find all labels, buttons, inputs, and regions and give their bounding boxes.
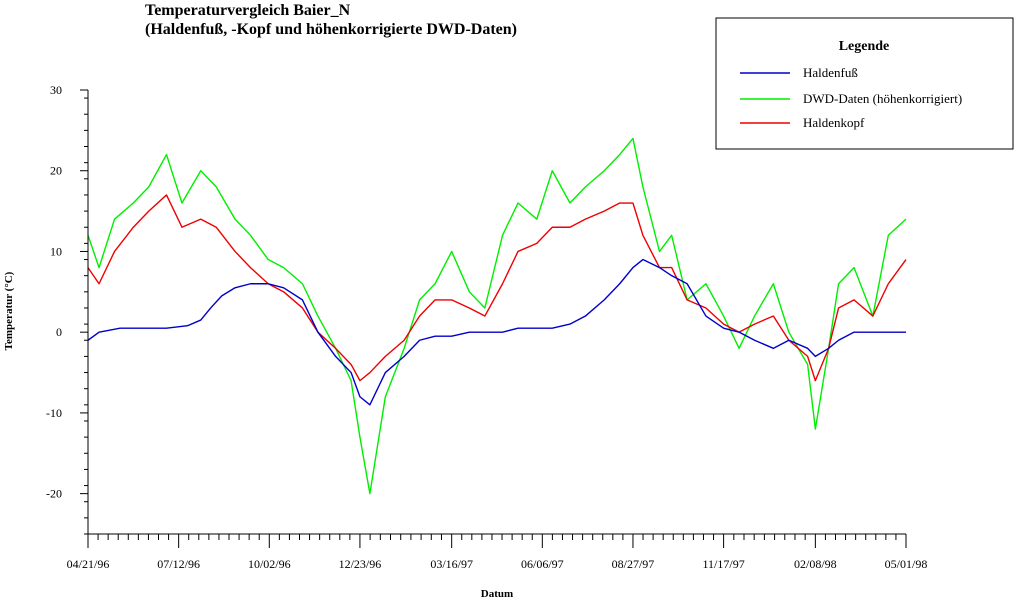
x-tick-label: 06/06/97	[521, 557, 564, 571]
chart-title: Temperaturvergleich Baier_N	[145, 2, 351, 19]
chart-subtitle: (Haldenfuß, -Kopf und höhenkorrigierte D…	[145, 21, 517, 38]
y-tick-label: 0	[56, 325, 62, 339]
series-line-0	[87, 258, 906, 406]
legend: Legende Haldenfuß DWD-Daten (höhenkorrigi…	[715, 17, 1014, 150]
y-tick-label: 10	[50, 244, 62, 258]
x-tick-label: 11/17/97	[702, 557, 744, 571]
x-tick-label: 03/16/97	[430, 557, 473, 571]
series-layer	[87, 137, 907, 495]
legend-label: DWD-Daten (höhenkorrigiert)	[803, 91, 962, 106]
y-tick-label: 30	[50, 83, 62, 97]
legend-label: Haldenfuß	[803, 65, 858, 80]
x-tick-label: 07/12/96	[157, 557, 200, 571]
x-tick-label: 02/08/98	[794, 557, 837, 571]
x-tick-label: 08/27/97	[612, 557, 655, 571]
axes-layer: -20 -10 0 10 20 30 04/21/96 07/12/96 10/02/96 12/…	[46, 83, 927, 571]
y-tick-label: 20	[50, 164, 62, 178]
series-line-1	[87, 137, 907, 495]
x-axis-label: Datum	[481, 588, 513, 600]
x-tick-label: 04/21/96	[67, 557, 110, 571]
legend-items: Haldenfuß DWD-Daten (höhenkorrigiert) Hald…	[740, 65, 962, 130]
x-tick-label: 10/02/96	[248, 557, 291, 571]
series-line-2	[87, 194, 907, 382]
x-tick-label: 05/01/98	[885, 557, 928, 571]
y-axis-label: Temperatur (°C)	[3, 271, 15, 350]
legend-title: Legende	[839, 39, 890, 54]
x-tick-label: 12/23/96	[339, 557, 382, 571]
legend-box	[715, 17, 1014, 150]
y-tick-label: -20	[46, 487, 62, 501]
y-tick-label: -10	[46, 406, 62, 420]
legend-label: Haldenkopf	[803, 115, 865, 130]
